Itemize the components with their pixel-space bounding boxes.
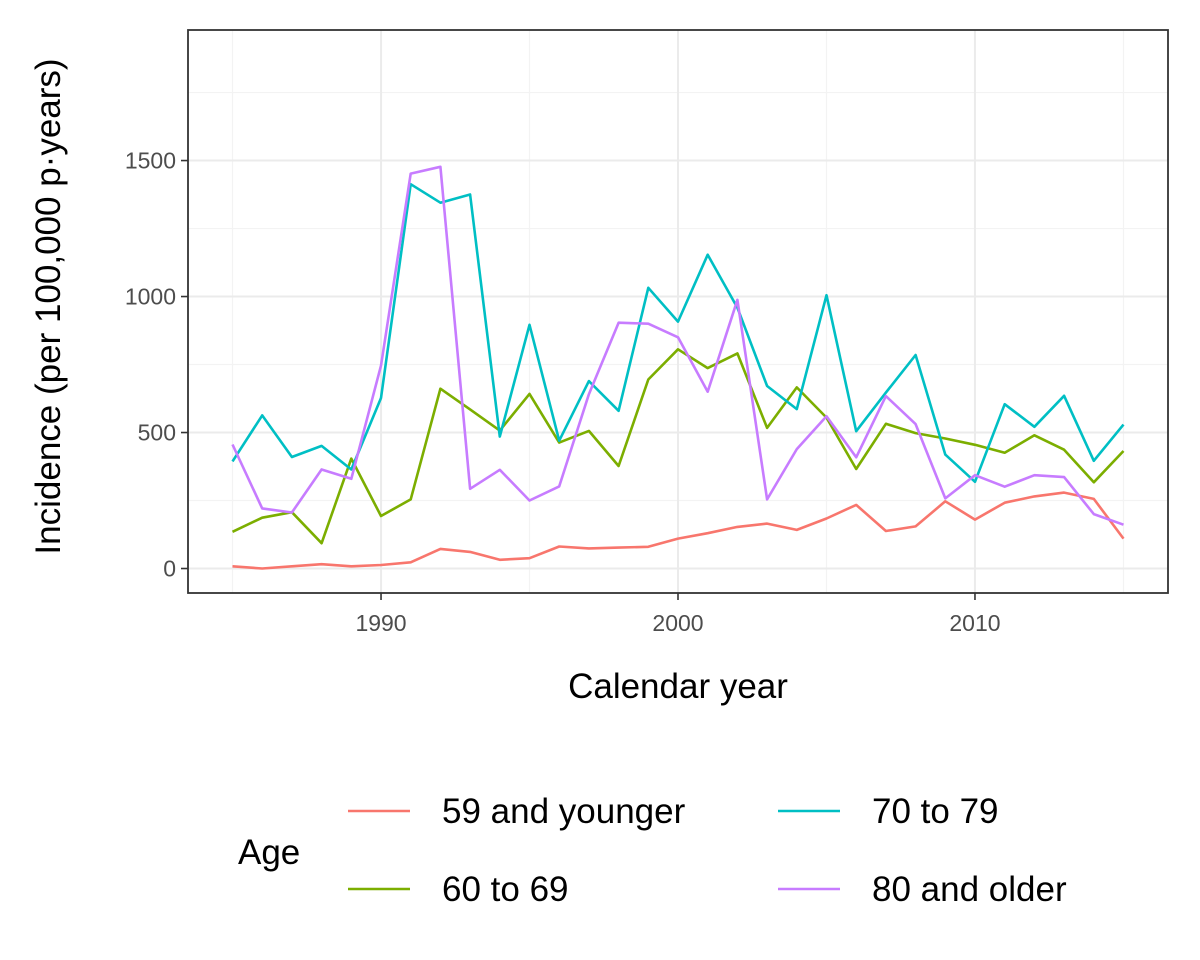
y-tick-label: 0 bbox=[163, 556, 176, 582]
ticks-layer: 1990 2000 2010 0 500 1000 1500 bbox=[125, 148, 1001, 636]
y-tick-label: 500 bbox=[138, 420, 176, 446]
series-line-60-to-69 bbox=[231, 347, 1125, 545]
x-tick-label: 2000 bbox=[652, 610, 703, 636]
legend-title: Age bbox=[238, 833, 300, 872]
x-tick-label: 2010 bbox=[949, 610, 1000, 636]
y-axis-title: Incidence (per 100,000 p·years) bbox=[29, 58, 68, 554]
y-tick-label: 1500 bbox=[125, 148, 176, 174]
legend-label-59-and-younger: 59 and younger bbox=[442, 792, 686, 831]
legend-label-70-to-79: 70 to 79 bbox=[872, 792, 999, 831]
series-line-80-and-older bbox=[231, 165, 1124, 526]
series-layer bbox=[231, 165, 1125, 570]
legend-label-80-and-older: 80 and older bbox=[872, 870, 1067, 909]
x-axis-title: Calendar year bbox=[568, 667, 788, 706]
y-tick-label: 1000 bbox=[125, 284, 176, 310]
series-line-70-to-79 bbox=[231, 182, 1125, 484]
legend: Age 59 and younger 60 to 69 70 to 79 80 and… bbox=[238, 792, 1067, 909]
x-tick-label: 1990 bbox=[355, 610, 406, 636]
grid-major bbox=[188, 30, 1168, 593]
series-line-59-and-younger bbox=[232, 491, 1125, 570]
legend-label-60-to-69: 60 to 69 bbox=[442, 870, 569, 909]
